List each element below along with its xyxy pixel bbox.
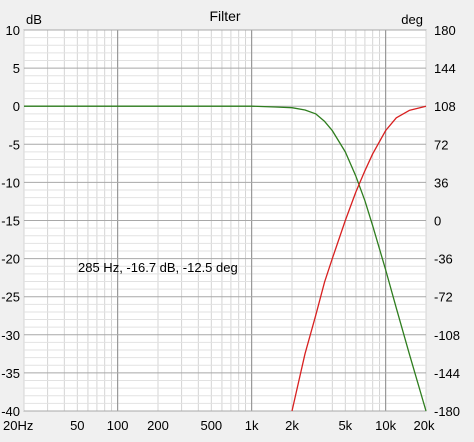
left-tick-label: -35 [1,366,20,381]
left-tick-label: -40 [1,404,20,419]
x-tick-label: 5k [338,418,352,433]
right-tick-label: 180 [434,23,456,38]
x-tick-label: 10k [375,418,396,433]
x-tick-label: 50 [70,418,84,433]
left-tick-label: 0 [13,99,20,114]
left-axis-ticks: 10 5 0 -5 -10 -15 -20 -25 -30 -35 -40 [1,23,20,419]
series-layer [24,105,427,412]
right-tick-label: -108 [434,328,460,343]
left-axis-label: dB [26,12,42,27]
x-tick-label: 500 [200,418,222,433]
x-axis-ticks: 20Hz 50 100 200 500 1k 2k 5k 10k 20k [3,418,435,433]
right-axis-label: deg [401,12,423,27]
minor-gridlines-y [24,37,426,404]
left-tick-label: 10 [6,23,20,38]
left-tick-label: -15 [1,214,20,229]
major-gridlines-y [24,29,426,412]
left-tick-label: -5 [8,137,20,152]
right-tick-label: -36 [434,252,453,267]
right-tick-label: -72 [434,290,453,305]
phase-curve [291,105,427,412]
right-axis-ticks: 180 144 108 72 36 0 -36 -72 -108 -144 -180 [434,23,460,419]
right-tick-label: -180 [434,404,460,419]
x-tick-label: 100 [107,418,129,433]
right-tick-label: 108 [434,99,456,114]
x-tick-label: 200 [147,418,169,433]
left-tick-label: -20 [1,252,20,267]
right-tick-label: -144 [434,366,460,381]
x-tick-label: 20k [414,418,435,433]
right-tick-label: 36 [434,175,448,190]
left-tick-label: -25 [1,290,20,305]
x-tick-label: 2k [285,418,299,433]
right-tick-label: 0 [434,214,441,229]
right-tick-label: 72 [434,137,448,152]
left-tick-label: -10 [1,175,20,190]
cursor-readout: 285 Hz, -16.7 dB, -12.5 deg [78,260,238,275]
left-tick-label: 5 [13,61,20,76]
chart-title: Filter [209,8,240,24]
x-tick-label: 1k [245,418,259,433]
magnitude-curve [24,105,427,412]
left-tick-label: -30 [1,328,20,343]
right-tick-label: 144 [434,61,456,76]
x-tick-label: 20Hz [3,418,33,433]
